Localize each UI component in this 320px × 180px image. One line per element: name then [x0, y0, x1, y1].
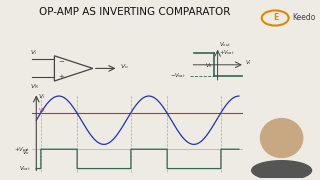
- Text: $-V_{sat}$: $-V_{sat}$: [170, 71, 185, 80]
- Text: $V_{sat}$: $V_{sat}$: [19, 164, 30, 173]
- Text: $V_i$: $V_i$: [245, 58, 252, 67]
- Text: $V_o$: $V_o$: [22, 148, 30, 157]
- Ellipse shape: [252, 161, 312, 180]
- Circle shape: [260, 119, 303, 158]
- Text: $V_R$: $V_R$: [205, 62, 213, 70]
- Text: $-$: $-$: [58, 57, 65, 63]
- Text: Keedo: Keedo: [292, 13, 315, 22]
- Text: $V_R$: $V_R$: [37, 106, 46, 115]
- Text: $V_i$: $V_i$: [30, 48, 38, 57]
- Text: $V_R$: $V_R$: [30, 82, 39, 91]
- Text: $V_i$: $V_i$: [38, 92, 45, 101]
- Text: OP-AMP AS INVERTING COMPARATOR: OP-AMP AS INVERTING COMPARATOR: [39, 7, 230, 17]
- Text: $+V_{sat}$: $+V_{sat}$: [14, 145, 30, 154]
- Text: $+V_{sat}$: $+V_{sat}$: [219, 48, 235, 57]
- Text: $+$: $+$: [58, 72, 65, 81]
- Text: $V_o$: $V_o$: [120, 62, 129, 71]
- Text: $V_{out}$: $V_{out}$: [219, 40, 231, 49]
- Text: E: E: [273, 13, 278, 22]
